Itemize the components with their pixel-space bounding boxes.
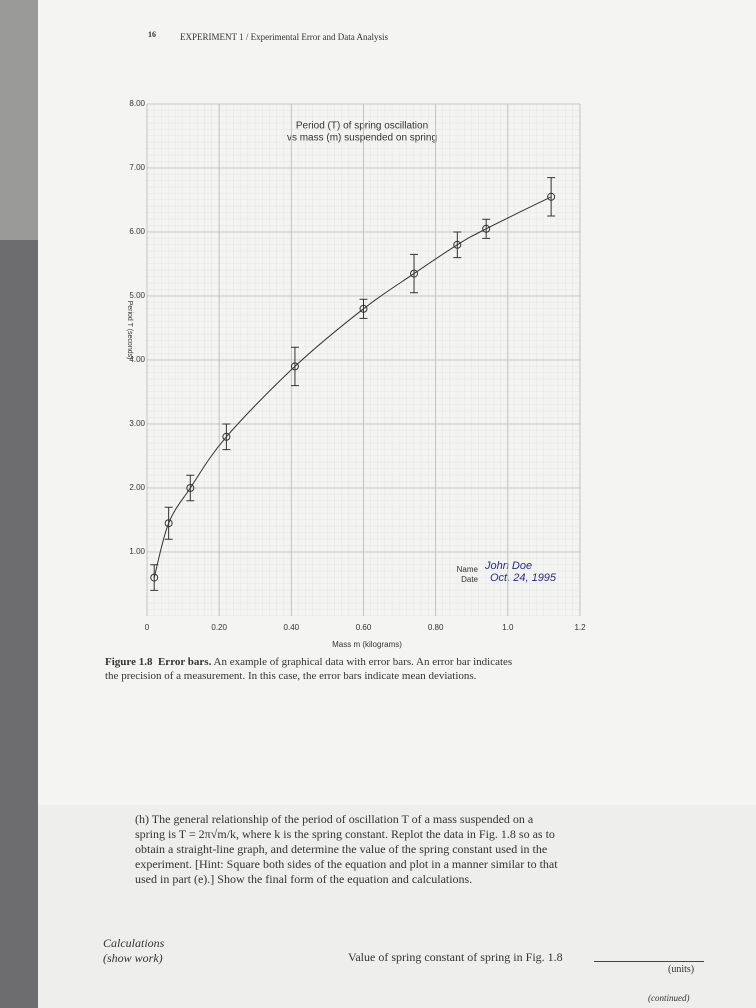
data-point: [290, 362, 299, 371]
y-tick-label: 8.00: [129, 99, 145, 108]
fit-curve: [153, 196, 552, 578]
data-point: [410, 269, 419, 278]
caption-heading: Error bars.: [157, 656, 212, 668]
page-number: 16: [148, 30, 156, 39]
y-tick-label: 5.00: [129, 291, 145, 300]
data-point: [482, 224, 491, 233]
question: (h) The general relationship of the peri…: [135, 812, 565, 887]
page-sheet: [38, 805, 756, 1008]
data-point: [186, 484, 195, 492]
answer-line: [594, 961, 704, 962]
data-point: [164, 519, 173, 528]
error-bar: [150, 564, 159, 591]
value-prompt: Value of spring constant of spring in Fi…: [348, 950, 563, 964]
caption-label: Figure 1.8: [105, 656, 153, 668]
y-tick-label: 2.00: [129, 483, 145, 492]
calculations: Calculations: [103, 936, 165, 950]
x-tick-label: 1.0: [502, 623, 514, 632]
name-label: Name: [457, 565, 479, 574]
error-bar: [547, 177, 556, 217]
error-bar: [222, 423, 231, 451]
x-axis-label: Mass m (kilograms): [332, 640, 402, 649]
data-point: [453, 240, 462, 249]
question-label: (h): [135, 812, 149, 826]
data-point: [547, 192, 556, 201]
error-bar: [290, 346, 299, 387]
units: (units): [668, 964, 695, 975]
running-head: EXPERIMENT 1 / Experimental Error and Da…: [180, 32, 389, 42]
error-bar: [410, 253, 419, 294]
y-axis-label: Period T (seconds): [126, 301, 133, 360]
y-tick-label: 4.00: [129, 355, 145, 364]
signature-date: Oct. 24, 1995: [490, 572, 557, 584]
y-tick-label: 1.00: [129, 547, 145, 556]
error-bar: [453, 231, 462, 259]
error-bar: [186, 474, 195, 502]
continued: (continued): [648, 993, 690, 1003]
y-tick-label: 3.00: [129, 419, 145, 428]
x-tick-label: 1.2: [574, 623, 586, 632]
show-work: (show work): [103, 951, 163, 965]
error-bar: [164, 506, 173, 540]
x-tick-label: 0.80: [428, 623, 444, 632]
x-tick-label: 0: [145, 623, 150, 632]
x-tick-label: 0.20: [211, 623, 227, 632]
data-point: [222, 432, 231, 441]
error-bar: [359, 298, 368, 319]
y-tick-label: 7.00: [129, 163, 145, 172]
chart-title: vs mass (m) suspended on spring: [287, 133, 437, 144]
figure-caption: Figure 1.8 Error bars. An example of gra…: [105, 655, 525, 683]
error-bar: [482, 218, 491, 239]
caption-text: An example of graphical data with error …: [105, 656, 513, 682]
x-tick-label: 0.60: [356, 623, 372, 632]
data-point: [150, 573, 159, 582]
date-label: Date: [461, 575, 478, 584]
chart-title: Period (T) of spring oscillation: [296, 121, 428, 132]
question-text: The general relationship of the period o…: [135, 812, 558, 886]
y-tick-label: 6.00: [129, 227, 145, 236]
data-point: [359, 304, 368, 313]
x-tick-label: 0.40: [284, 623, 300, 632]
